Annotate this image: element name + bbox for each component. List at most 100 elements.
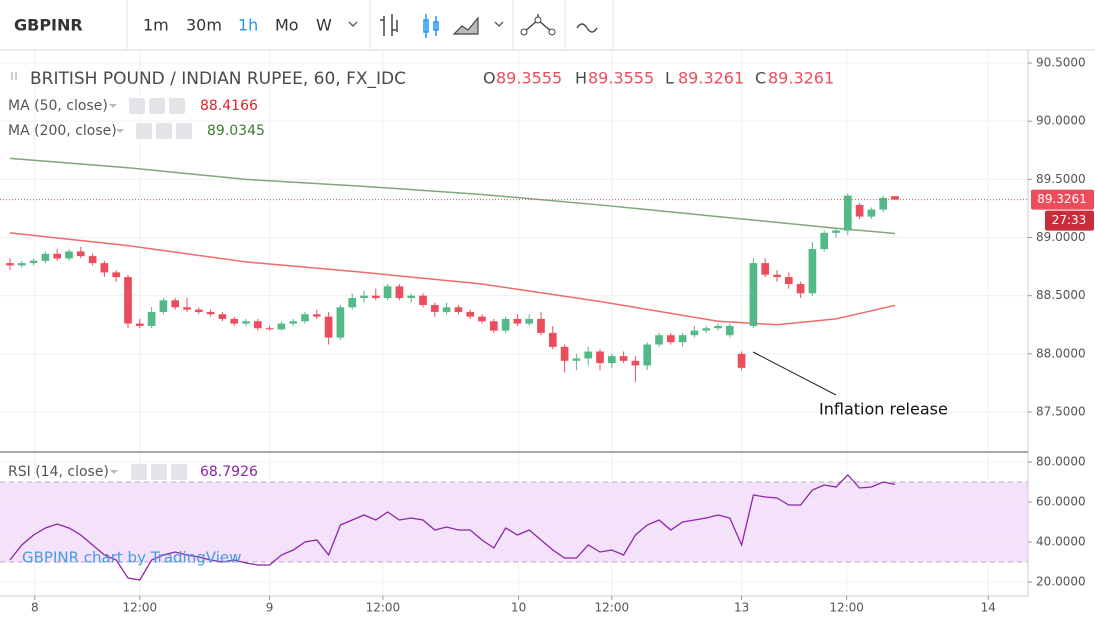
candle-body [678,335,687,343]
ohlc-value: 89.3261 [768,69,834,88]
interval-button[interactable]: 1m [143,16,169,35]
candle-body [265,328,274,330]
candle-body [218,314,227,319]
compare-icon[interactable] [576,23,598,33]
legend-button [156,123,172,139]
style-dropdown[interactable] [494,21,504,27]
x-tick-label: 12:00 [595,601,630,615]
candle-body [41,253,50,261]
countdown: 27:33 [1052,213,1087,227]
candle-body [112,272,121,278]
legend-value: 88.4166 [200,98,258,114]
y-tick-label: 40.0000 [1036,535,1086,549]
x-tick-label: 12:00 [829,601,864,615]
candle-body [537,318,545,333]
symbol[interactable]: GBPINR [14,16,83,35]
candle-body [124,277,132,324]
candle-body [194,309,203,312]
price-label: 89.3261 [1037,192,1087,206]
y-tick-label: 90.5000 [1036,56,1086,70]
candle-body [147,311,156,326]
candle-body [419,295,427,305]
legend-button [149,98,165,114]
legend-name: RSI (14, close) [8,464,109,480]
ohlc-label: C [755,69,766,88]
line-series [9,157,896,235]
candle-body [360,295,368,298]
grid [0,50,1028,596]
interval-dropdown[interactable] [348,21,358,27]
legend-button [131,464,147,480]
candle-body [879,197,888,210]
candle-body [525,318,534,324]
candle-body [596,351,604,364]
x-tick-label: 13 [734,601,749,615]
candle-body [808,249,817,294]
interval-button[interactable]: Mo [275,16,299,35]
y-tick-label: 88.5000 [1036,288,1086,302]
ohlc-label: H [575,69,587,88]
candle-body [383,286,392,298]
candle-body [100,263,109,273]
candle-body [348,297,357,308]
candle-body [855,204,864,217]
x-tick-label: 12:00 [366,601,401,615]
candle-body [466,311,475,317]
x-tick-label: 9 [266,601,274,615]
legend-dropdown [110,470,118,474]
candle-body [773,274,781,278]
candle-body [183,307,191,310]
legend-button [136,123,152,139]
ohlc-label: O [483,69,496,88]
candle-body [761,263,770,275]
toolbar: GBPINR 1m 30m 1h Mo W [0,0,1095,51]
candle-body [442,307,451,312]
candle-body [336,307,345,338]
candle-body [88,256,97,264]
candle-body [277,323,286,330]
ohlc-value: 89.3555 [588,69,654,88]
candle-body [289,321,298,324]
chart-title: BRITISH POUND / INDIAN RUPEE, 60, FX_IDC [30,69,406,89]
interval-button[interactable]: W [316,16,332,35]
candle-body [796,284,805,294]
annotation: Inflation release [819,400,948,419]
candle-body [737,353,746,368]
candle-body [312,314,321,317]
candle-body [749,263,758,326]
interval-button[interactable]: 1h [238,16,258,35]
candle-body [159,300,168,312]
y-tick-label: 89.0000 [1036,230,1086,244]
candle-body [784,277,793,285]
candle-body [76,251,85,257]
candle-body [489,321,498,331]
drag-icon [11,72,17,80]
interval-button[interactable]: 30m [186,16,222,35]
legend-value: 68.7926 [200,464,258,480]
line-series [9,474,896,581]
candle-body [891,196,899,200]
candle-body [619,356,628,361]
candle-body [867,209,876,217]
line-series [9,232,896,326]
candle-body [820,232,829,250]
y-tick-label: 60.0000 [1036,495,1086,509]
annotation-arrow [752,351,837,396]
candle-body [171,300,180,308]
bars-icon[interactable] [380,14,398,36]
legend-dropdown [116,129,124,133]
candle-body [29,260,38,264]
candle-body [17,263,26,266]
candles-icon[interactable] [423,14,439,38]
price-label-box [1031,189,1094,210]
candle-body [395,286,404,298]
candle-body [6,263,14,266]
candle-body [478,316,486,322]
y-tick-label: 89.5000 [1036,172,1086,186]
candle-body [454,307,463,312]
countdown-box [1045,210,1094,231]
candle-body [230,318,239,324]
area-icon[interactable] [452,16,479,35]
candle-body [725,325,734,336]
